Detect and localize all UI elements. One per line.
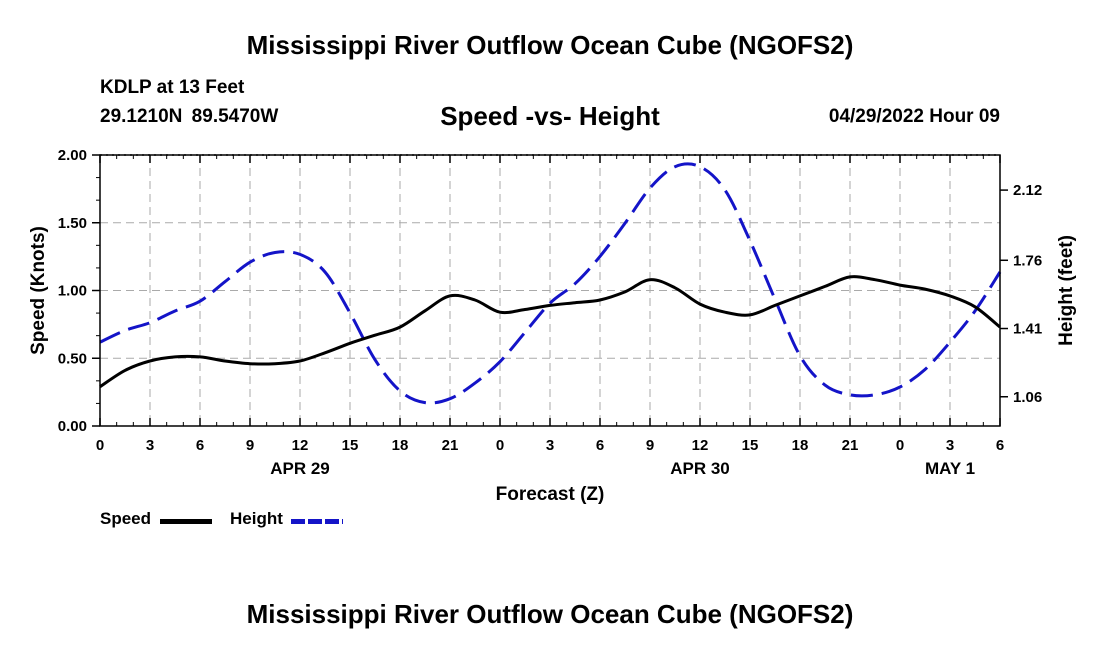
legend-height-label: Height — [230, 509, 283, 528]
x-tick-label: 21 — [842, 437, 859, 454]
data-series — [99, 162, 1002, 405]
x-tick-label: 6 — [996, 437, 1004, 454]
height-series-line — [99, 162, 1002, 405]
y2-tick-label: 1.76 — [1013, 252, 1042, 269]
y2-axis-label: Height (feet) — [1056, 235, 1077, 346]
x-tick-label: 6 — [196, 437, 204, 454]
plot-frame — [99, 154, 1001, 427]
y-tick-label: 2.00 — [58, 147, 87, 164]
x-tick-label: 18 — [792, 437, 809, 454]
x-tick-label: 9 — [646, 437, 654, 454]
grid-lines — [100, 155, 1000, 426]
station-name: KDLP at 13 Feet — [100, 77, 245, 98]
legend-height-swatch — [291, 519, 343, 524]
x-tick-label: 12 — [292, 437, 309, 454]
y-axis-label: Speed (Knots) — [28, 226, 49, 355]
x-tick-label: 9 — [246, 437, 254, 454]
x-tick-label: 15 — [342, 437, 359, 454]
x-tick-label: 18 — [392, 437, 409, 454]
x-tick-label: 3 — [946, 437, 954, 454]
forecast-datetime: 04/29/2022 Hour 09 — [828, 106, 1000, 127]
footer-title: Mississippi River Outflow Ocean Cube (NG… — [246, 599, 854, 629]
y-tick-label: 0.50 — [58, 350, 87, 367]
x-tick-label: 0 — [896, 437, 904, 454]
x-tick-label: 3 — [146, 437, 154, 454]
date-label: APR 29 — [270, 459, 330, 478]
x-axis-label: Forecast (Z) — [496, 484, 605, 505]
y-tick-label: 1.50 — [58, 215, 87, 232]
date-label: MAY 1 — [925, 459, 975, 478]
y2-tick-label: 1.41 — [1013, 321, 1042, 338]
chart-subtitle: Speed -vs- Height — [440, 101, 660, 131]
y-tick-label: 1.00 — [58, 283, 87, 300]
y-tick-label: 0.00 — [58, 418, 87, 435]
axis-labels: 0 3 6 9 12 15 18 21 0 3 6 9 12 15 18 21 0 3 6 APR 29 APR 30 M… — [58, 147, 1042, 478]
x-tick-label: 6 — [596, 437, 604, 454]
x-tick-label: 21 — [442, 437, 459, 454]
x-tick-label: 3 — [546, 437, 554, 454]
main-title: Mississippi River Outflow Ocean Cube (NG… — [246, 30, 854, 60]
x-tick-label: 0 — [496, 437, 504, 454]
legend-speed-label: Speed — [100, 509, 152, 528]
y2-tick-label: 1.06 — [1013, 389, 1042, 406]
station-coordinates: 29.1210N 89.5470W — [100, 106, 279, 127]
legend-speed-swatch — [160, 519, 212, 524]
date-label: APR 30 — [670, 459, 730, 478]
speed-series-line — [99, 275, 1001, 388]
y2-tick-label: 2.12 — [1013, 182, 1042, 199]
x-tick-label: 0 — [96, 437, 104, 454]
x-tick-label: 15 — [742, 437, 759, 454]
x-tick-label: 12 — [692, 437, 709, 454]
